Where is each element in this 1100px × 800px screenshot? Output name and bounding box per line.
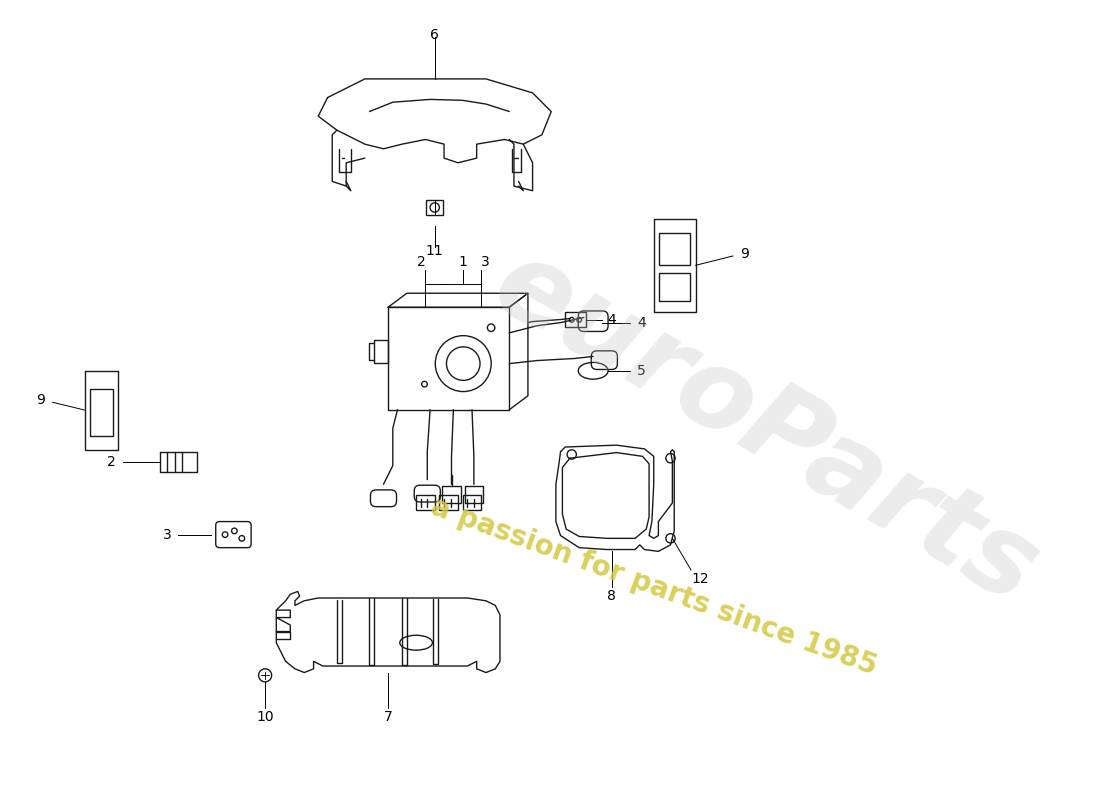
Text: 3: 3 xyxy=(163,528,172,542)
Text: 9: 9 xyxy=(739,247,749,261)
Text: 4: 4 xyxy=(607,313,616,327)
Text: 7: 7 xyxy=(384,710,393,724)
Text: 2: 2 xyxy=(107,455,116,469)
Bar xyxy=(464,486,483,503)
Text: a passion for parts since 1985: a passion for parts since 1985 xyxy=(427,493,881,681)
Bar xyxy=(439,495,458,510)
Text: 10: 10 xyxy=(256,710,274,724)
Bar xyxy=(442,486,461,503)
Bar xyxy=(659,273,690,301)
Bar xyxy=(659,233,690,266)
Bar xyxy=(565,312,585,327)
Text: 5: 5 xyxy=(637,364,646,378)
Text: 6: 6 xyxy=(430,28,439,42)
Text: 4: 4 xyxy=(637,316,646,330)
Bar xyxy=(90,390,113,436)
Bar xyxy=(427,200,443,215)
Text: 3: 3 xyxy=(481,255,490,270)
Text: 8: 8 xyxy=(607,589,616,603)
Text: 1: 1 xyxy=(459,255,468,270)
Text: 9: 9 xyxy=(36,394,45,407)
Text: 11: 11 xyxy=(426,244,443,258)
Text: 12: 12 xyxy=(692,572,710,586)
Bar xyxy=(463,495,482,510)
Text: 2: 2 xyxy=(417,255,426,270)
Text: euroParts: euroParts xyxy=(475,230,1056,627)
Bar xyxy=(416,495,434,510)
